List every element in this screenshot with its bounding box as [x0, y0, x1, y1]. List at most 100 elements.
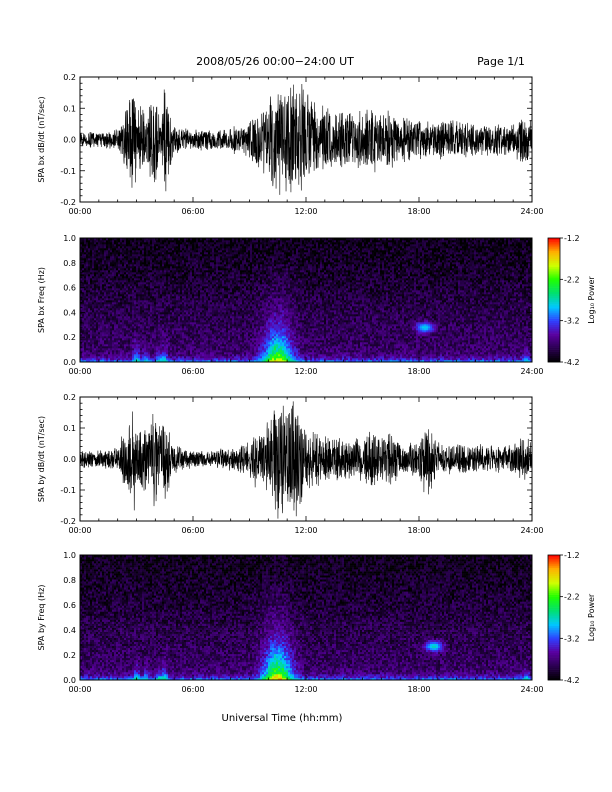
spectrogram-cell: [168, 342, 170, 344]
spectrogram-cell: [94, 308, 96, 310]
spectrogram-cell: [164, 244, 166, 246]
spectrogram-cell: [138, 256, 140, 258]
spectrogram-cell: [190, 342, 192, 344]
spectrogram-cell: [152, 262, 154, 264]
spectrogram-cell: [136, 316, 138, 318]
spectrogram-cell: [134, 314, 136, 316]
spectrogram-cell: [160, 324, 162, 326]
spectrogram-cell: [128, 302, 130, 304]
spectrogram-cell: [184, 278, 186, 280]
spectrogram-cell: [110, 250, 112, 252]
spectrogram-cell: [138, 288, 140, 290]
spectrogram-cell: [154, 330, 156, 332]
spectrogram-cell: [140, 326, 142, 328]
spectrogram-cell: [172, 280, 174, 282]
spectrogram-cell: [172, 304, 174, 306]
spectrogram-cell: [142, 296, 144, 298]
spectrogram-cell: [84, 348, 86, 350]
spectrogram-cell: [162, 290, 164, 292]
spectrogram-cell: [106, 286, 108, 288]
spectrogram-cell: [182, 334, 184, 336]
spectrogram-cell: [114, 262, 116, 264]
spectrogram-cell: [172, 306, 174, 308]
spectrogram-cell: [108, 330, 110, 332]
spectrogram-cell: [88, 318, 90, 320]
spectrogram-cell: [168, 336, 170, 338]
spectrogram-cell: [100, 354, 102, 356]
spectrogram-cell: [154, 346, 156, 348]
spectrogram-cell: [122, 258, 124, 260]
spectrogram-cell: [108, 316, 110, 318]
spectrogram-cell: [116, 256, 118, 258]
spectrogram-cell: [88, 288, 90, 290]
spectrogram-cell: [124, 356, 126, 358]
spectrogram-cell: [122, 326, 124, 328]
spectrogram-cell: [154, 294, 156, 296]
spectrogram-cell: [84, 356, 86, 358]
spectrogram-cell: [154, 290, 156, 292]
spectrogram-cell: [146, 280, 148, 282]
spectrogram-cell: [100, 264, 102, 266]
spectrogram-cell: [180, 308, 182, 310]
spectrogram-cell: [108, 348, 110, 350]
spectrogram-cell: [146, 304, 148, 306]
spectrogram-cell: [140, 276, 142, 278]
spectrogram-cell: [132, 348, 134, 350]
spectrogram-cell: [126, 318, 128, 320]
spectrogram-cell: [176, 322, 178, 324]
spectrogram-cell: [176, 284, 178, 286]
spectrogram-cell: [146, 262, 148, 264]
spectrogram-cell: [110, 336, 112, 338]
spectrogram-cell: [148, 298, 150, 300]
spectrogram-cell: [128, 290, 130, 292]
spectrogram-cell: [88, 292, 90, 294]
y-tick-label: -0.2: [60, 198, 76, 207]
spectrogram-cell: [128, 296, 130, 298]
spectrogram-cell: [102, 286, 104, 288]
spectrogram-cell: [110, 262, 112, 264]
spectrogram-cell: [176, 286, 178, 288]
spectrogram-cell: [124, 240, 126, 242]
spectrogram-cell: [94, 358, 96, 360]
spectrogram-cell: [130, 292, 132, 294]
spectrogram-cell: [88, 336, 90, 338]
spectrogram-cell: [158, 268, 160, 270]
spectrogram-cell: [190, 310, 192, 312]
spectrogram-cell: [104, 320, 106, 322]
spectrogram-cell: [172, 272, 174, 274]
spectrogram-cell: [98, 350, 100, 352]
spectrogram-cell: [190, 322, 192, 324]
spectrogram-cell: [132, 328, 134, 330]
spectrogram-cell: [180, 348, 182, 350]
spectrogram-cell: [96, 318, 98, 320]
spectrogram-cell: [168, 312, 170, 314]
spectrogram-cell: [182, 336, 184, 338]
spectrogram-cell: [174, 314, 176, 316]
spectrogram-cell: [134, 280, 136, 282]
spectrogram-cell: [88, 250, 90, 252]
spectrogram-cell: [150, 310, 152, 312]
spectrogram-cell: [156, 358, 158, 360]
spectrogram-cell: [150, 274, 152, 276]
spectrogram-cell: [146, 282, 148, 284]
spectrogram-cell: [92, 342, 94, 344]
spectrogram-cell: [154, 344, 156, 346]
spectrogram-cell: [114, 284, 116, 286]
spectrogram-cell: [172, 274, 174, 276]
spectrogram-cell: [184, 240, 186, 242]
spectrogram-cell: [104, 292, 106, 294]
spectrogram-cell: [142, 246, 144, 248]
spectrogram-cell: [84, 266, 86, 268]
spectrogram-cell: [150, 270, 152, 272]
spectrogram-cell: [176, 318, 178, 320]
spectrogram-cell: [170, 254, 172, 256]
spectrogram-cell: [88, 320, 90, 322]
spectrogram-cell: [132, 352, 134, 354]
spectrogram-cell: [98, 296, 100, 298]
spectrogram-cell: [194, 356, 196, 358]
spectrogram-cell: [118, 304, 120, 306]
spectrogram-cell: [136, 352, 138, 354]
spectrogram-cell: [186, 254, 188, 256]
spectrogram-cell: [88, 316, 90, 318]
spectrogram-cell: [92, 344, 94, 346]
